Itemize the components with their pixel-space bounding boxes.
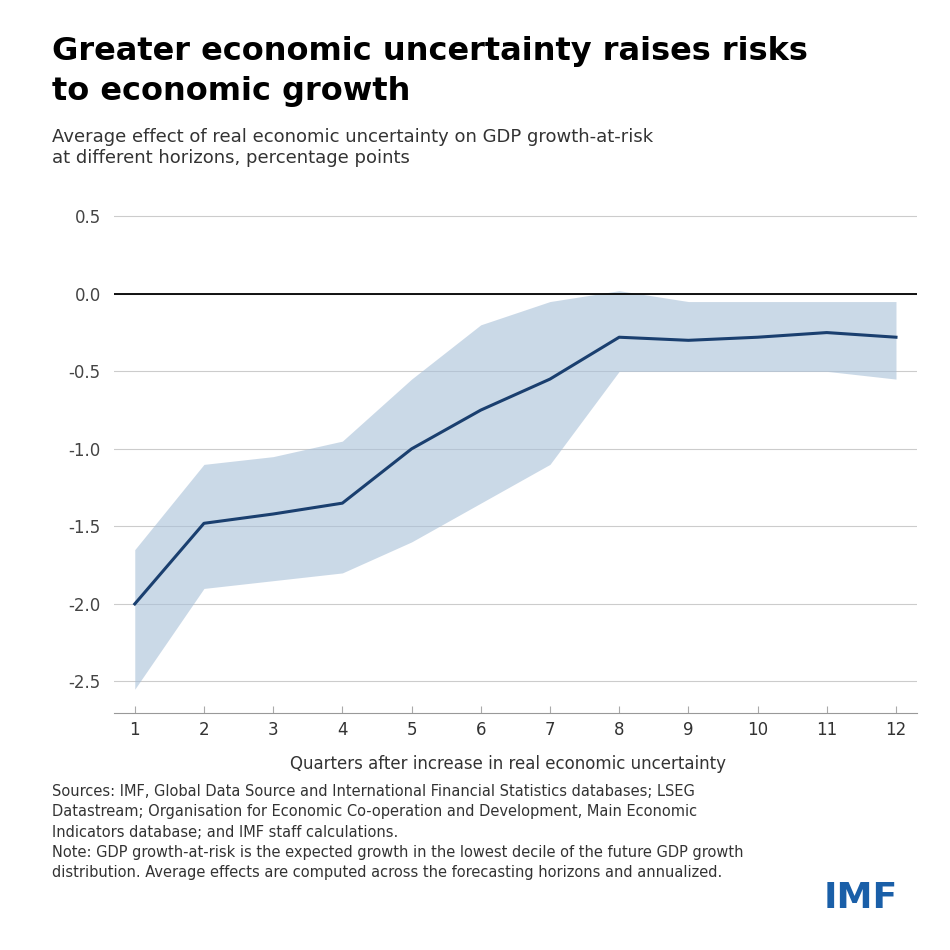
Text: to economic growth: to economic growth [52,76,410,107]
Text: Quarters after increase in real economic uncertainty: Quarters after increase in real economic… [291,755,726,773]
Text: Sources: IMF, Global Data Source and International Financial Statistics database: Sources: IMF, Global Data Source and Int… [52,784,744,881]
Text: Average effect of real economic uncertainty on GDP growth-at-risk: Average effect of real economic uncertai… [52,128,654,146]
Text: at different horizons, percentage points: at different horizons, percentage points [52,149,410,167]
Text: Greater economic uncertainty raises risks: Greater economic uncertainty raises risk… [52,36,808,67]
Text: IMF: IMF [824,881,898,915]
